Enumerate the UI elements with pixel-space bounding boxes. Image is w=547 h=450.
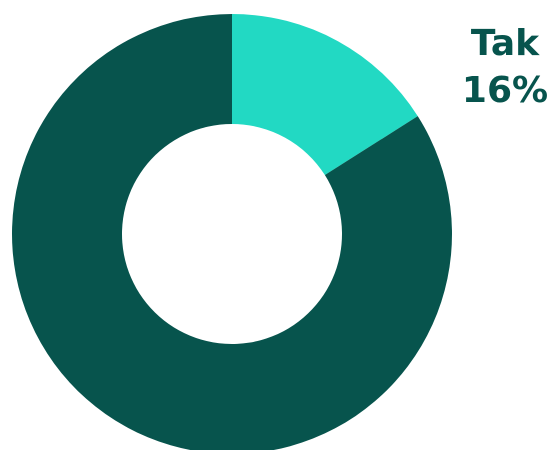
donut-slices <box>12 14 452 450</box>
donut-slice-other <box>12 14 452 450</box>
donut-slice-tak <box>232 14 418 176</box>
slice-label-tak-name: Tak <box>471 23 540 64</box>
slice-label-tak-value: 16% <box>462 70 547 111</box>
